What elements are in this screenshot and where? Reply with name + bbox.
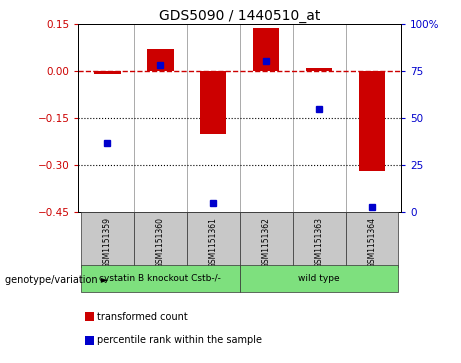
Bar bbox=[306, 68, 332, 71]
Bar bbox=[240, 212, 293, 267]
Text: wild type: wild type bbox=[298, 274, 340, 283]
Title: GDS5090 / 1440510_at: GDS5090 / 1440510_at bbox=[159, 9, 320, 23]
Text: GSM1151359: GSM1151359 bbox=[103, 217, 112, 268]
Bar bbox=[200, 71, 226, 134]
Bar bbox=[240, 265, 398, 292]
Bar bbox=[253, 28, 279, 71]
Bar bbox=[293, 212, 346, 267]
Text: GSM1151361: GSM1151361 bbox=[209, 217, 218, 268]
Text: GSM1151363: GSM1151363 bbox=[314, 217, 324, 268]
Bar bbox=[94, 71, 121, 74]
Text: cystatin B knockout Cstb-/-: cystatin B knockout Cstb-/- bbox=[100, 274, 221, 283]
Bar bbox=[187, 212, 240, 267]
Bar bbox=[147, 49, 174, 71]
Text: GSM1151360: GSM1151360 bbox=[156, 217, 165, 268]
Text: transformed count: transformed count bbox=[97, 311, 188, 322]
Text: GSM1151362: GSM1151362 bbox=[262, 217, 271, 268]
Text: genotype/variation ►: genotype/variation ► bbox=[5, 275, 108, 285]
Bar bbox=[81, 212, 134, 267]
Text: percentile rank within the sample: percentile rank within the sample bbox=[97, 335, 262, 345]
Bar bbox=[81, 265, 240, 292]
Bar bbox=[359, 71, 385, 171]
Text: GSM1151364: GSM1151364 bbox=[367, 217, 377, 268]
Bar bbox=[346, 212, 398, 267]
Bar bbox=[134, 212, 187, 267]
